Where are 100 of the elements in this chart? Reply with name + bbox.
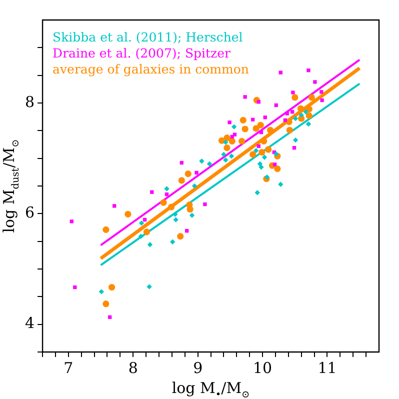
point <box>250 118 255 122</box>
point <box>124 210 132 218</box>
point <box>308 94 316 101</box>
point <box>108 315 112 319</box>
point <box>256 100 260 104</box>
point <box>206 161 212 166</box>
point <box>292 116 298 122</box>
point <box>283 118 288 122</box>
point <box>306 68 310 72</box>
point <box>250 151 256 158</box>
point <box>223 140 228 145</box>
point <box>147 242 153 248</box>
point <box>189 212 195 218</box>
point <box>180 160 184 165</box>
point <box>143 228 150 236</box>
point <box>258 164 264 170</box>
point <box>320 90 324 94</box>
point <box>199 158 204 164</box>
point <box>242 126 248 132</box>
point <box>264 174 270 180</box>
point <box>263 116 267 120</box>
point <box>186 206 194 213</box>
x-tick-label: 10 <box>252 358 272 377</box>
point <box>238 138 246 144</box>
point <box>257 161 263 166</box>
point <box>292 94 298 101</box>
point <box>297 105 304 112</box>
point <box>278 70 282 74</box>
point <box>108 284 116 291</box>
text: Draine et al. (2007); Spitzer <box>52 46 231 60</box>
point <box>203 202 207 206</box>
point <box>292 146 296 150</box>
point <box>164 192 169 196</box>
point <box>142 218 147 222</box>
point <box>306 112 312 120</box>
point <box>306 106 312 112</box>
series-label: average of galaxies in common <box>52 62 249 76</box>
point <box>194 170 198 175</box>
point <box>177 233 184 240</box>
point <box>285 112 289 116</box>
point <box>257 122 264 128</box>
point <box>278 182 284 187</box>
y-tick-label: 6 <box>24 204 35 222</box>
point <box>292 137 298 143</box>
point <box>228 138 236 144</box>
point <box>98 289 104 294</box>
point <box>303 109 308 114</box>
point <box>73 285 77 290</box>
y-tick-label: 4 <box>24 314 35 332</box>
point <box>192 183 198 189</box>
point <box>228 154 234 159</box>
y-tick-label: 8 <box>24 92 35 111</box>
point <box>265 146 272 153</box>
point <box>286 118 292 126</box>
point <box>164 186 170 192</box>
point <box>112 204 116 208</box>
point <box>170 239 176 244</box>
point <box>259 130 264 134</box>
point <box>173 217 178 222</box>
point <box>168 204 175 210</box>
point <box>102 300 110 308</box>
x-tick-label: 9 <box>193 358 203 377</box>
x-tick-label: 7 <box>64 358 74 377</box>
point <box>232 132 237 136</box>
point <box>262 154 268 160</box>
point <box>138 234 144 239</box>
point <box>290 110 294 114</box>
point <box>253 148 259 154</box>
point <box>150 190 154 194</box>
x-tick-label: 8 <box>128 358 138 377</box>
point <box>267 126 274 134</box>
point <box>160 199 167 206</box>
x-tick-label: 11 <box>318 358 337 377</box>
point <box>243 95 247 99</box>
point <box>313 80 317 84</box>
point <box>102 226 110 234</box>
point <box>291 90 295 94</box>
point <box>254 190 260 196</box>
point <box>224 144 230 152</box>
point <box>224 134 230 142</box>
point <box>274 103 278 108</box>
point <box>306 121 312 127</box>
point <box>320 98 324 102</box>
point <box>138 220 144 226</box>
x-axis-title: log M•/M⊙ <box>172 379 250 399</box>
text: Skibba et al. (2011); Herschel <box>52 30 243 44</box>
point <box>228 120 232 124</box>
point <box>252 125 260 132</box>
point <box>231 124 237 130</box>
point <box>221 152 226 158</box>
point <box>274 151 279 157</box>
point <box>184 228 189 233</box>
point <box>178 177 185 184</box>
point <box>70 220 74 224</box>
point <box>274 166 281 172</box>
point <box>258 148 266 156</box>
point <box>286 126 294 134</box>
point <box>272 162 277 166</box>
point <box>184 170 192 178</box>
point <box>146 284 152 290</box>
